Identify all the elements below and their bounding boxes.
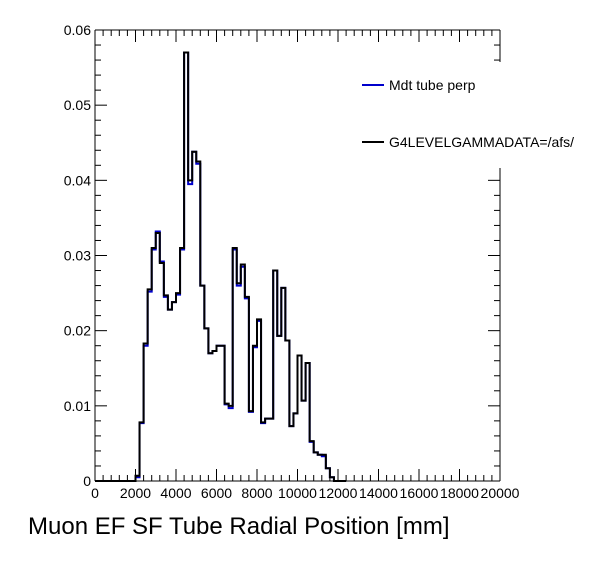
x-tick-label: 0 <box>91 485 99 501</box>
y-tick-label: 0 <box>83 473 91 489</box>
x-tick-label: 18000 <box>440 485 479 501</box>
y-tick-label: 0.05 <box>64 97 91 113</box>
y-tick-label: 0.01 <box>64 398 91 414</box>
x-tick-label: 4000 <box>160 485 191 501</box>
y-tick-label: 0.02 <box>64 323 91 339</box>
y-tick-label: 0.03 <box>64 248 91 264</box>
legend-label-g4levelgammadata: G4LEVELGAMMADATA=/afs/ <box>389 134 574 150</box>
series-line-mdt-tube-perp <box>95 51 347 482</box>
x-tick-label: 16000 <box>400 485 439 501</box>
y-tick-label: 0.04 <box>64 172 91 188</box>
x-tick-label: 14000 <box>359 485 398 501</box>
y-tick-label: 0.06 <box>64 22 91 38</box>
series-line-g4levelgammadata-afs <box>95 51 347 482</box>
series-layer <box>95 51 347 482</box>
axes-layer: 0 2000 4000 6000 8000 10000 12000 14000 16000 180… <box>64 22 520 501</box>
legend-box <box>358 62 596 168</box>
x-tick-label: 2000 <box>120 485 151 501</box>
x-tick-label: 20000 <box>481 485 520 501</box>
legend: Mdt tube perp G4LEVELGAMMADATA=/afs/ <box>358 62 596 168</box>
legend-label-mdt-tube-perp: Mdt tube perp <box>389 77 476 93</box>
x-tick-label: 12000 <box>319 485 358 501</box>
x-tick-label: 6000 <box>201 485 232 501</box>
x-axis-title: Muon EF SF Tube Radial Position [mm] <box>28 513 450 540</box>
x-tick-label: 10000 <box>278 485 317 501</box>
x-tick-label: 8000 <box>241 485 272 501</box>
